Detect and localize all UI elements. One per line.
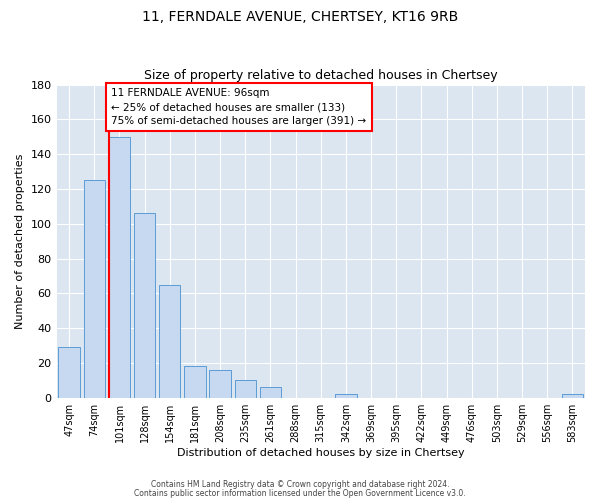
Text: Contains public sector information licensed under the Open Government Licence v3: Contains public sector information licen…: [134, 489, 466, 498]
Bar: [83, 180, 105, 398]
Bar: [260, 388, 281, 398]
Bar: [134, 214, 155, 398]
Text: 11 FERNDALE AVENUE: 96sqm
← 25% of detached houses are smaller (133)
75% of semi: 11 FERNDALE AVENUE: 96sqm ← 25% of detac…: [111, 88, 367, 126]
Y-axis label: Number of detached properties: Number of detached properties: [15, 154, 25, 329]
Title: Size of property relative to detached houses in Chertsey: Size of property relative to detached ho…: [144, 69, 497, 82]
Bar: [109, 136, 130, 398]
Bar: [335, 394, 356, 398]
Text: Contains HM Land Registry data © Crown copyright and database right 2024.: Contains HM Land Registry data © Crown c…: [151, 480, 449, 489]
Bar: [159, 284, 181, 398]
Bar: [209, 370, 231, 398]
Bar: [184, 366, 206, 398]
Bar: [562, 394, 583, 398]
Text: 11, FERNDALE AVENUE, CHERTSEY, KT16 9RB: 11, FERNDALE AVENUE, CHERTSEY, KT16 9RB: [142, 10, 458, 24]
Bar: [235, 380, 256, 398]
Bar: [58, 348, 80, 398]
X-axis label: Distribution of detached houses by size in Chertsey: Distribution of detached houses by size …: [177, 448, 464, 458]
